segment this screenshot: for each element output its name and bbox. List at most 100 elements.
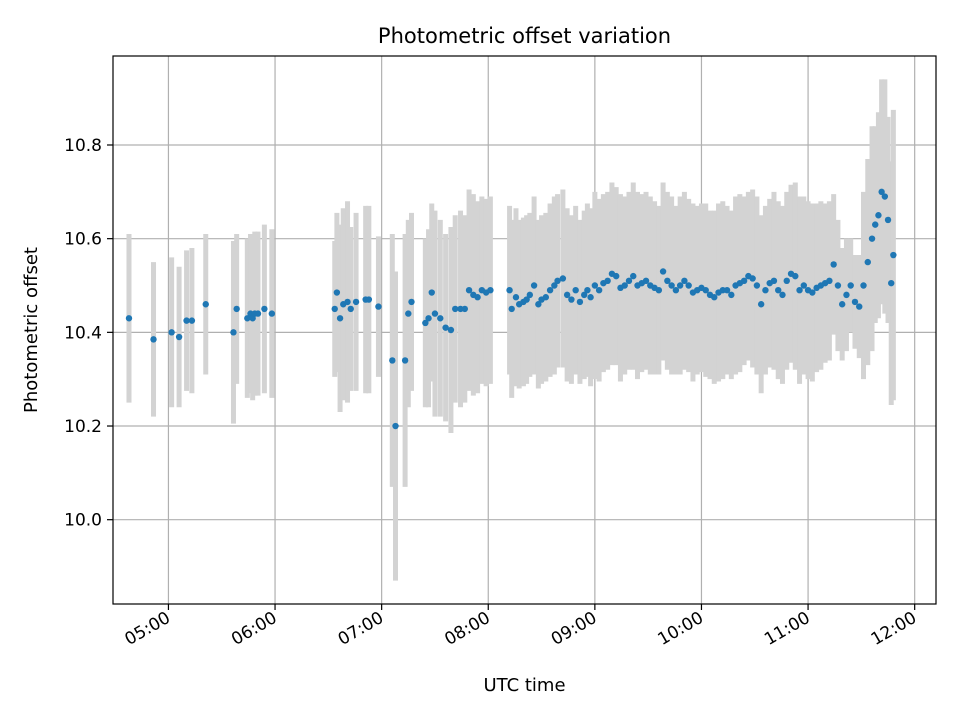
data-point [843,291,850,299]
data-point [595,286,603,294]
chart-title: Photometric offset variation [378,24,671,48]
data-point [530,282,538,289]
data-point [508,305,515,313]
data-point [125,315,133,322]
data-point [336,315,344,322]
data-point [796,286,803,294]
y-axis: 10.0 10.2 10.4 10.6 10.8 [64,136,113,531]
data-point [621,282,628,289]
data-point [535,301,542,308]
data-point [233,305,240,313]
data-point [838,301,846,308]
data-point [431,310,439,317]
data-point [408,298,415,306]
data-point [702,286,709,294]
data-point [711,294,718,301]
data-point [546,286,554,294]
data-point [630,272,637,280]
y-axis-title: Photometric offset [21,247,42,413]
data-point [625,277,633,285]
data-point [770,277,778,285]
data-point [331,305,338,313]
data-point [834,282,842,289]
data-point [792,272,799,280]
data-point [168,329,175,336]
data-point [422,319,429,327]
data-point [188,317,196,324]
data-point [757,301,765,308]
data-point [333,289,341,296]
data-point [347,305,354,313]
data-point [254,310,262,317]
data-point [461,305,469,313]
data-point [878,188,885,196]
data-point [542,294,550,301]
data-point [428,289,435,296]
data-point [580,291,588,299]
data-point [668,282,675,289]
data-point [452,305,459,313]
data-point [749,275,756,282]
data-point [800,282,808,289]
data-point [389,357,396,364]
data-point [860,282,867,289]
data-point [474,294,481,301]
data-point [526,291,534,299]
data-point [447,326,455,334]
data-point [183,317,190,324]
data-point [864,258,871,266]
data-point [487,286,494,294]
data-point [559,275,567,282]
data-point [779,291,786,299]
data-point [672,286,680,294]
plot-frame [112,55,937,605]
data-point [881,193,889,200]
data-point [554,277,561,285]
data-point [268,310,276,317]
data-point [591,282,599,289]
data-point [888,279,895,287]
data-point [405,310,412,317]
data-point [512,294,520,301]
data-point [175,333,183,341]
data-point [856,303,863,310]
data-point [875,212,882,219]
data-point [344,298,351,306]
data-point [375,303,382,310]
data-point [244,315,251,322]
data-point [659,268,667,275]
data-point [401,357,409,364]
data-point [150,336,157,343]
data-point [202,301,209,308]
data-point [685,282,692,289]
data-point [783,277,790,285]
y-tick-label: 10.2 [64,417,102,437]
data-point [230,329,237,336]
data-point [551,282,558,289]
data-point [572,286,579,294]
data-point [890,251,897,259]
data-point [851,298,859,306]
data-point [642,277,650,285]
data-point [740,277,748,285]
data-point [655,286,663,294]
data-point [612,272,620,280]
data-point [365,296,373,303]
y-tick-label: 10.4 [64,323,102,343]
data-point [775,286,782,294]
data-point [681,277,688,285]
data-point [809,289,816,296]
data-point [753,282,761,289]
data-point [437,315,444,322]
data-point [563,291,571,299]
data-point [884,216,892,224]
x-axis-title: UTC time [483,675,565,696]
data-point [830,261,837,268]
data-point [868,235,876,242]
data-point [723,286,731,294]
data-point [872,221,879,228]
data-point [568,296,575,303]
data-point [442,324,449,331]
y-tick-label: 10.8 [64,136,102,156]
